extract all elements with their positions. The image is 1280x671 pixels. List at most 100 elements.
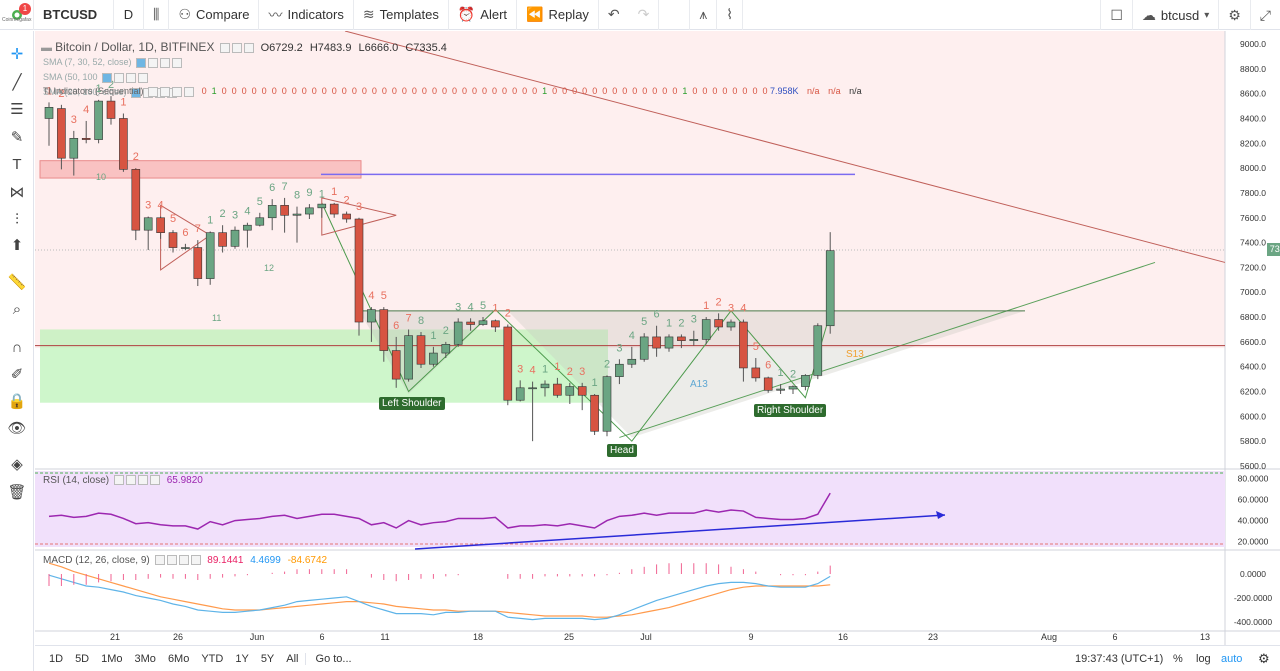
legend-button[interactable] [190, 555, 201, 566]
ohlc-low: L6666.0 [358, 42, 399, 54]
range-5d[interactable]: 5D [75, 652, 90, 665]
alert-label: Alert [480, 7, 508, 22]
legend-button[interactable] [184, 86, 195, 97]
crosshair-icon[interactable]: ✛ [10, 46, 24, 63]
range-1mo[interactable]: 1Mo [101, 652, 123, 665]
lock-icon[interactable]: 🔒 [7, 393, 27, 410]
logo[interactable]: 1 Coinmegafax [0, 0, 34, 30]
legend-button[interactable] [136, 57, 147, 68]
td-count-label: 1 [778, 367, 784, 379]
range-all[interactable]: All [286, 652, 299, 665]
range-ytd[interactable]: YTD [201, 652, 224, 665]
td-count-label: 6 [765, 360, 771, 372]
legend-button[interactable] [137, 475, 148, 486]
auto-toggle[interactable]: auto [1221, 652, 1243, 665]
goto-button[interactable]: Go to... [304, 652, 358, 665]
legend-button[interactable] [102, 72, 113, 83]
legend-button[interactable] [114, 72, 125, 83]
pencil-lock-icon[interactable]: ✐ [10, 366, 24, 383]
fullscreen-button[interactable]: ⤢ [1251, 0, 1280, 30]
pattern-tool-icon[interactable]: ⋈ [9, 184, 25, 201]
settings-button[interactable]: ⚙ [1219, 0, 1251, 30]
eye-icon[interactable]: 👁 [7, 420, 27, 437]
indicators-button[interactable]: 〰 Indicators [259, 0, 354, 30]
legend-button[interactable] [243, 43, 254, 54]
range-1y[interactable]: 1Y [235, 652, 249, 665]
replay-icon: ⏪ [526, 6, 544, 22]
log-toggle[interactable]: log [1196, 652, 1211, 665]
left-shoulder-label[interactable]: Left Shoulder [379, 397, 445, 410]
legend-button[interactable] [172, 57, 183, 68]
chart-style-button[interactable]: ⫼ [144, 0, 170, 30]
trash-icon[interactable]: 🗑 [7, 484, 27, 501]
layers-icon[interactable]: ◈ [11, 456, 23, 473]
zoom-icon[interactable]: ⌕ [12, 300, 22, 318]
ti-na-3: n/a [849, 86, 862, 96]
top-toolbar: 1 Coinmegafax BTCUSD D ⫼ ⚇ Compare 〰 Ind… [0, 0, 1280, 30]
redo-button[interactable]: ↷ [629, 0, 660, 30]
legend-button[interactable] [148, 57, 159, 68]
legend-button[interactable] [231, 43, 242, 54]
replay-button[interactable]: ⏪ Replay [517, 0, 599, 30]
drawing-toolbar: ✛ ╱ ☰ ✎ T ⋈ ⫶ ⬆ 📏 ⌕ ∩ ✐ 🔒 👁 ◈ 🗑 [0, 31, 34, 671]
ti-value: 0 [341, 86, 347, 96]
legend-button[interactable] [113, 475, 124, 486]
templates-button[interactable]: ≋ Templates [354, 0, 449, 30]
candle-body [590, 394, 599, 432]
redo-icon: ↷ [637, 6, 650, 22]
candles-icon: ⫼ [153, 6, 160, 22]
legend-button[interactable] [131, 87, 142, 98]
candle-body [317, 203, 327, 209]
gear-icon[interactable]: ⚙ [1258, 650, 1270, 666]
indicators-label: Indicators [287, 7, 344, 22]
td-count-label: 7 [282, 181, 288, 193]
ruler-icon[interactable]: 📏 [7, 274, 27, 291]
price-tick: 6200.0 [1240, 387, 1266, 397]
compare-button[interactable]: ⚇ Compare [169, 0, 260, 30]
right-shoulder-label[interactable]: Right Shoulder [754, 404, 827, 417]
interval-button[interactable]: D [114, 0, 144, 30]
trendline-icon[interactable]: ╱ [12, 74, 22, 91]
layout-button[interactable]: ☁ btcusd ▾ [1133, 0, 1220, 30]
candle-body [677, 336, 686, 341]
legend-button[interactable] [172, 86, 183, 97]
range-6mo[interactable]: 6Mo [167, 652, 190, 665]
legend-button[interactable] [126, 72, 137, 83]
range-3mo[interactable]: 3Mo [134, 652, 156, 665]
td-count-label: 8 [294, 190, 300, 202]
candle-body [205, 232, 215, 279]
demand-zone [40, 329, 608, 403]
td-count-label: 2 [344, 195, 350, 207]
td-count-label: 7 [406, 312, 412, 324]
percent-toggle[interactable]: % [1173, 652, 1183, 665]
fullscreen-layout-button[interactable]: ☐ [1100, 0, 1133, 30]
text-icon[interactable]: T [12, 155, 22, 173]
legend-button[interactable] [166, 555, 177, 566]
collapse-icon[interactable]: ▬ [41, 42, 52, 54]
brush-icon[interactable]: ✎ [10, 129, 24, 146]
symbol-search[interactable]: BTCUSD [34, 0, 114, 30]
legend-button[interactable] [149, 475, 160, 486]
legend-button[interactable] [160, 86, 171, 97]
range-5y[interactable]: 5Y [260, 652, 275, 665]
head-label[interactable]: Head [607, 444, 637, 457]
fib-tool-button[interactable]: ⌇ [717, 0, 744, 30]
prediction-icon[interactable]: ⫶ [15, 210, 19, 228]
alert-button[interactable]: ⏰ Alert [449, 0, 518, 30]
interval-label: D [123, 7, 134, 22]
hlines-icon[interactable]: ☰ [10, 101, 24, 118]
range-1d[interactable]: 1D [49, 652, 64, 665]
legend-button[interactable] [148, 86, 159, 97]
legend-button[interactable] [138, 72, 149, 83]
legend-button[interactable] [125, 475, 136, 486]
legend-button[interactable] [160, 57, 171, 68]
pattern-tool-button[interactable]: ⩚ [689, 0, 718, 30]
magnet-icon[interactable]: ∩ [11, 338, 23, 356]
legend-button[interactable] [154, 555, 165, 566]
legend-button[interactable] [178, 555, 189, 566]
legend-button[interactable] [219, 43, 230, 54]
undo-button[interactable]: ↶ [599, 0, 629, 30]
arrow-up-icon[interactable]: ⬆ [10, 237, 24, 254]
